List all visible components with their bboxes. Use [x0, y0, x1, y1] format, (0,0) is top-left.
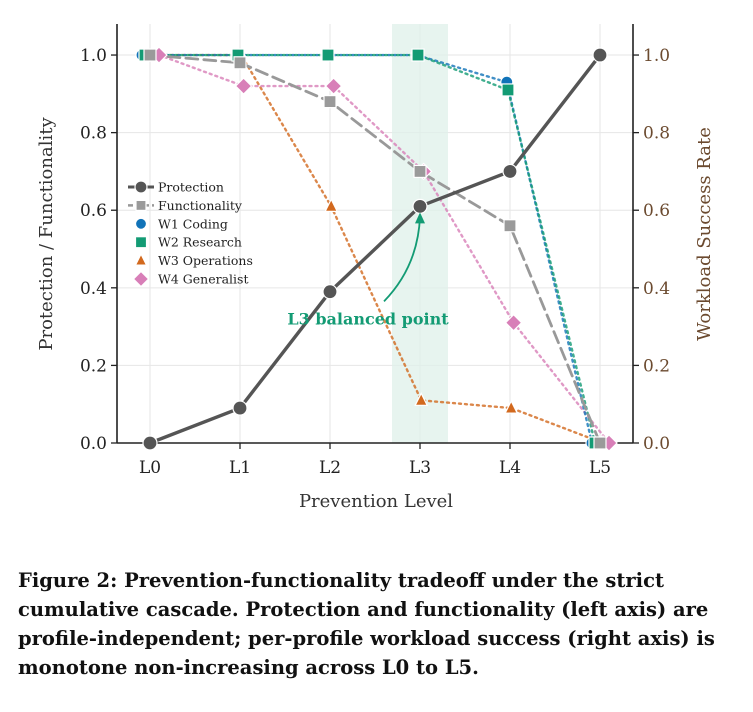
- point-w3-operations: [504, 399, 519, 414]
- right-axis-title: Workload Success Rate: [694, 127, 715, 341]
- point-w2-research: [501, 83, 515, 97]
- left-tick-label: 0.2: [80, 356, 107, 376]
- x-axis-title: Prevention Level: [299, 491, 453, 512]
- x-tick-label: L5: [589, 458, 611, 478]
- chart-figure: 0.0 0.2 0.4 0.6 0.8 1.0 0.0 0.2 0.4 0.6 0.8 1.0 L0 L1…: [36, 24, 715, 512]
- highlight-band-l3: [392, 24, 448, 443]
- series-line-w2-research: [143, 53, 597, 445]
- legend-marker-w4-generalist: [132, 270, 150, 288]
- point-protection: [232, 400, 248, 416]
- point-w4-generalist: [504, 313, 523, 332]
- legend-label-functionality: Functionality: [158, 198, 243, 213]
- point-functionality: [143, 48, 157, 62]
- point-functionality: [593, 436, 607, 450]
- point-w4-generalist: [234, 77, 253, 95]
- right-tick-label: 0.4: [643, 279, 670, 299]
- right-tick-label: 0.2: [643, 356, 670, 376]
- left-axis-title: Protection / Functionality: [36, 117, 57, 351]
- right-tick-label: 1.0: [643, 46, 670, 66]
- point-protection: [592, 47, 608, 63]
- point-functionality: [413, 164, 427, 179]
- x-tick-label: L3: [409, 458, 431, 478]
- legend-marker-protection: [134, 180, 148, 194]
- figure-caption: Figure 2: Prevention-functionality trade…: [18, 569, 715, 679]
- point-w3-operations: [414, 391, 429, 406]
- chart-svg: 0.0 0.2 0.4 0.6 0.8 1.0 0.0 0.2 0.4 0.6 0.8 1.0 L0 L1…: [36, 24, 715, 512]
- annotation-label: L3 balanced point: [287, 309, 449, 328]
- left-tick-label: 0.8: [80, 124, 107, 144]
- left-tick-label: 0.6: [80, 201, 107, 221]
- x-tick-label: L2: [319, 458, 341, 478]
- right-tick-label: 0.6: [643, 201, 670, 221]
- legend-marker-functionality: [135, 199, 147, 211]
- point-w4-generalist: [324, 77, 343, 95]
- left-tick-label: 1.0: [80, 46, 107, 66]
- annotation-arrow: [383, 216, 421, 302]
- legend-label-w2-research: W2 Research: [158, 235, 242, 250]
- right-tick-label: 0.0: [643, 434, 670, 454]
- series-line-protection: [148, 53, 602, 445]
- point-w2-research: [411, 48, 425, 62]
- x-tick-label: L0: [139, 458, 161, 478]
- x-tick-label: L1: [229, 458, 251, 478]
- legend-marker-w2-research: [134, 236, 148, 249]
- left-tick-label: 0.4: [80, 279, 107, 299]
- left-tick-label: 0.0: [80, 434, 107, 454]
- point-functionality: [503, 219, 517, 233]
- x-tick-label: L4: [499, 458, 521, 478]
- point-protection: [502, 163, 518, 180]
- point-w2-research: [321, 48, 335, 62]
- point-functionality: [323, 94, 337, 109]
- point-protection: [142, 435, 158, 451]
- legend-label-protection: Protection: [158, 180, 224, 195]
- legend-label-w4-generalist: W4 Generalist: [158, 272, 248, 287]
- right-tick-label: 0.8: [643, 124, 670, 144]
- point-functionality: [233, 56, 247, 70]
- legend-label-w1-coding: W1 Coding: [158, 216, 228, 231]
- legend-marker-w3-operations: [134, 252, 148, 266]
- annotation-arrowhead: [415, 212, 425, 224]
- point-protection: [412, 198, 428, 214]
- point-protection: [322, 284, 338, 300]
- legend-marker-w1-coding: [134, 217, 148, 230]
- legend-label-w3-operations: W3 Operations: [158, 253, 253, 268]
- series-line-w4-generalist: [157, 53, 611, 445]
- series-line-functionality: [148, 53, 602, 445]
- point-w3-operations: [324, 198, 339, 212]
